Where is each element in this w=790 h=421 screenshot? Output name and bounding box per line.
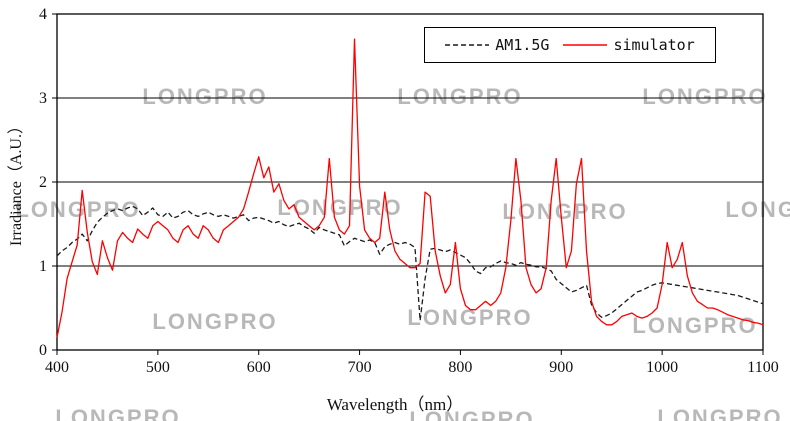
y-axis-label: Irradiance（A.U.） (8, 118, 25, 246)
x-tick-label: 1100 (747, 359, 778, 376)
legend-label-am15g: AM1.5G (495, 36, 550, 54)
simulator-line-sample (563, 44, 608, 46)
x-tick-label: 500 (146, 359, 170, 376)
watermark-text: LONGPRO (152, 309, 278, 334)
legend-label-simulator: simulator (613, 36, 695, 54)
simulator-line (56, 38, 764, 338)
AM1.5G-line (56, 205, 764, 322)
y-tick-label: 3 (39, 90, 47, 107)
watermark-text: LONGPRO (142, 84, 268, 109)
y-tick-label: 2 (39, 174, 47, 191)
legend-item-am15g: AM1.5G (445, 36, 549, 54)
watermark-text: LONGPRO (642, 84, 768, 109)
x-tick-label: 600 (247, 359, 271, 376)
x-tick-label: 700 (348, 359, 372, 376)
watermark-text: LONGPRO (725, 197, 790, 222)
x-tick-label: 900 (549, 359, 573, 376)
watermark-text: LONGPRO (657, 405, 783, 421)
watermark-text: LONGPRO (409, 407, 535, 421)
x-axis-label: Wavelength（nm） (326, 395, 464, 414)
x-tick-label: 1000 (646, 359, 678, 376)
y-tick-label: 4 (39, 6, 47, 23)
watermark-text: LONGPRO (55, 405, 181, 421)
x-tick-label: 800 (448, 359, 472, 376)
x-tick-label: 400 (45, 359, 69, 376)
legend: AM1.5G simulator (424, 27, 716, 63)
legend-item-simulator: simulator (563, 36, 695, 54)
y-tick-label: 1 (39, 258, 47, 275)
am15g-line-sample (445, 44, 490, 46)
watermark-text: LONGPRO (397, 84, 523, 109)
y-tick-label: 0 (39, 342, 47, 359)
